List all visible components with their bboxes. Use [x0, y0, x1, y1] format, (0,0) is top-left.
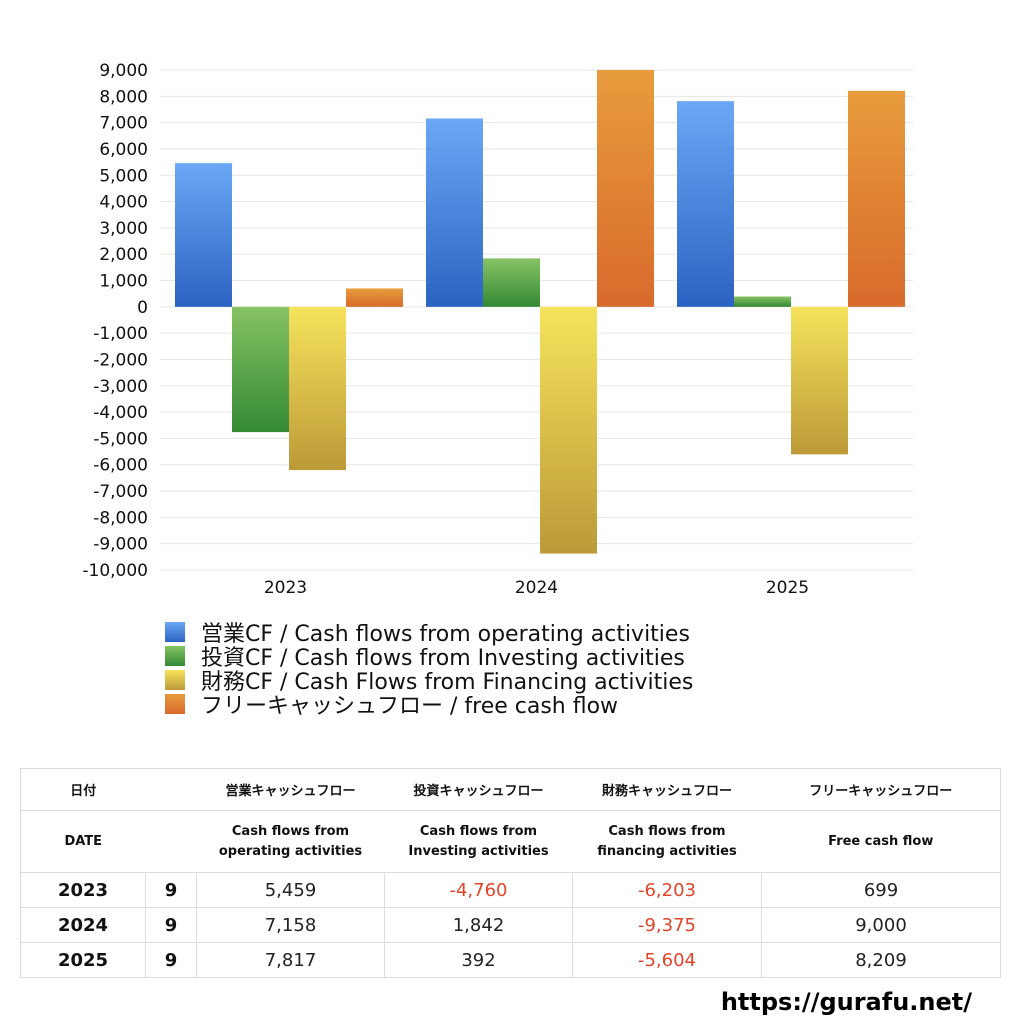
y-tick-label: 2,000: [99, 245, 148, 265]
table-row: 2024 9 7,158 1,842 -9,375 9,000: [20, 907, 1001, 943]
table-header-jp: 日付 営業キャッシュフロー 投資キャッシュフロー 財務キャッシュフロー フリーキ…: [20, 768, 1001, 811]
cell-month: 9: [145, 907, 197, 943]
x-axis-categories: 2023 2024 2025: [264, 578, 809, 598]
legend-swatch-investing: [165, 646, 185, 666]
y-tick-label: 0: [137, 298, 148, 318]
y-axis-ticks: 9,000 8,000 7,000 6,000 5,000 4,000 3,000 2,000…: [82, 61, 148, 581]
cell-operating: 7,817: [196, 942, 385, 978]
cell-free: 8,209: [761, 942, 1001, 978]
cell-investing: 392: [384, 942, 573, 978]
header-date-jp: 日付: [20, 768, 146, 811]
bar-2024-series-3: [597, 70, 654, 307]
bar-2025-series-1: [734, 296, 791, 307]
header-investing-jp: 投資キャッシュフロー: [384, 768, 573, 811]
bar-2024-series-2: [540, 306, 597, 554]
legend-item-investing: 投資CF / Cash flows from Investing activit…: [165, 644, 693, 671]
legend-item-free: フリーキャッシュフロー / free cash flow: [165, 692, 693, 719]
cell-financing: -9,375: [572, 907, 762, 943]
bar-2024-series-1: [483, 258, 540, 307]
header-operating-en: Cash flows from operating activities: [196, 810, 385, 873]
y-tick-label: -10,000: [82, 561, 148, 581]
y-tick-label: 5,000: [99, 166, 148, 186]
cash-flow-table: 日付 営業キャッシュフロー 投資キャッシュフロー 財務キャッシュフロー フリーキ…: [20, 768, 1001, 978]
legend-swatch-free: [165, 694, 185, 714]
table-header-en: DATE Cash flows from operating activities…: [20, 810, 1001, 873]
y-tick-label: -2,000: [93, 350, 148, 370]
y-tick-label: 1,000: [99, 272, 148, 292]
legend-item-financing: 財務CF / Cash Flows from Financing activit…: [165, 668, 693, 695]
bar-2025-series-2: [791, 306, 848, 455]
x-category-label: 2025: [766, 578, 809, 598]
legend-swatch-financing: [165, 670, 185, 690]
y-tick-label: -5,000: [93, 429, 148, 449]
site-url: https://gurafu.net/: [720, 988, 972, 1016]
header-investing-en: Cash flows from Investing activities: [384, 810, 573, 873]
y-tick-label: -4,000: [93, 403, 148, 423]
header-date-en: DATE: [20, 810, 146, 873]
y-tick-label: 6,000: [99, 140, 148, 160]
bar-2025-series-0: [677, 101, 734, 307]
legend-item-operating: 営業CF / Cash flows from operating activit…: [165, 620, 693, 647]
bar-2024-series-0: [426, 118, 483, 307]
bar-2025-series-3: [848, 90, 905, 307]
legend-label-operating: 営業CF / Cash flows from operating activit…: [201, 622, 690, 647]
cell-month: 9: [145, 942, 197, 978]
header-free-jp: フリーキャッシュフロー: [761, 768, 1001, 811]
header-operating-jp: 営業キャッシュフロー: [196, 768, 385, 811]
cell-investing: -4,760: [384, 872, 573, 908]
cell-operating: 5,459: [196, 872, 385, 908]
cell-free: 9,000: [761, 907, 1001, 943]
table-row: 2025 9 7,817 392 -5,604 8,209: [20, 942, 1001, 978]
y-tick-label: 8,000: [99, 87, 148, 107]
header-financing-en: Cash flows from financing activities: [572, 810, 762, 873]
bar-2023-series-3: [346, 288, 403, 307]
y-tick-label: -9,000: [93, 535, 148, 555]
bars: [175, 70, 905, 554]
bar-2023-series-2: [289, 306, 346, 471]
legend-label-financing: 財務CF / Cash Flows from Financing activit…: [201, 670, 694, 695]
table-row: 2023 9 5,459 -4,760 -6,203 699: [20, 872, 1001, 908]
y-tick-label: 3,000: [99, 219, 148, 239]
cell-month: 9: [145, 872, 197, 908]
cell-operating: 7,158: [196, 907, 385, 943]
bar-2023-series-1: [232, 306, 289, 433]
legend-label-investing: 投資CF / Cash flows from Investing activit…: [201, 646, 685, 671]
cell-year: 2023: [20, 872, 146, 908]
cell-year: 2025: [20, 942, 146, 978]
cell-financing: -6,203: [572, 872, 762, 908]
y-tick-label: 7,000: [99, 114, 148, 134]
y-tick-label: 9,000: [99, 61, 148, 81]
header-month-jp: [145, 768, 197, 811]
x-category-label: 2024: [515, 578, 558, 598]
cell-investing: 1,842: [384, 907, 573, 943]
legend: 営業CF / Cash flows from operating activit…: [165, 620, 693, 719]
y-tick-label: -1,000: [93, 324, 148, 344]
header-financing-jp: 財務キャッシュフロー: [572, 768, 762, 811]
cash-flow-chart: 9,000 8,000 7,000 6,000 5,000 4,000 3,000 2,000…: [82, 61, 913, 598]
y-tick-label: -8,000: [93, 508, 148, 528]
cell-year: 2024: [20, 907, 146, 943]
cell-free: 699: [761, 872, 1001, 908]
legend-swatch-operating: [165, 622, 185, 642]
header-free-en: Free cash flow: [761, 810, 1001, 873]
legend-label-free: フリーキャッシュフロー / free cash flow: [201, 694, 619, 719]
y-tick-label: 4,000: [99, 193, 148, 213]
x-category-label: 2023: [264, 578, 307, 598]
cell-financing: -5,604: [572, 942, 762, 978]
bar-2023-series-0: [175, 163, 232, 307]
header-month-en: [145, 810, 197, 873]
y-tick-label: -3,000: [93, 377, 148, 397]
y-tick-label: -7,000: [93, 482, 148, 502]
y-tick-label: -6,000: [93, 456, 148, 476]
